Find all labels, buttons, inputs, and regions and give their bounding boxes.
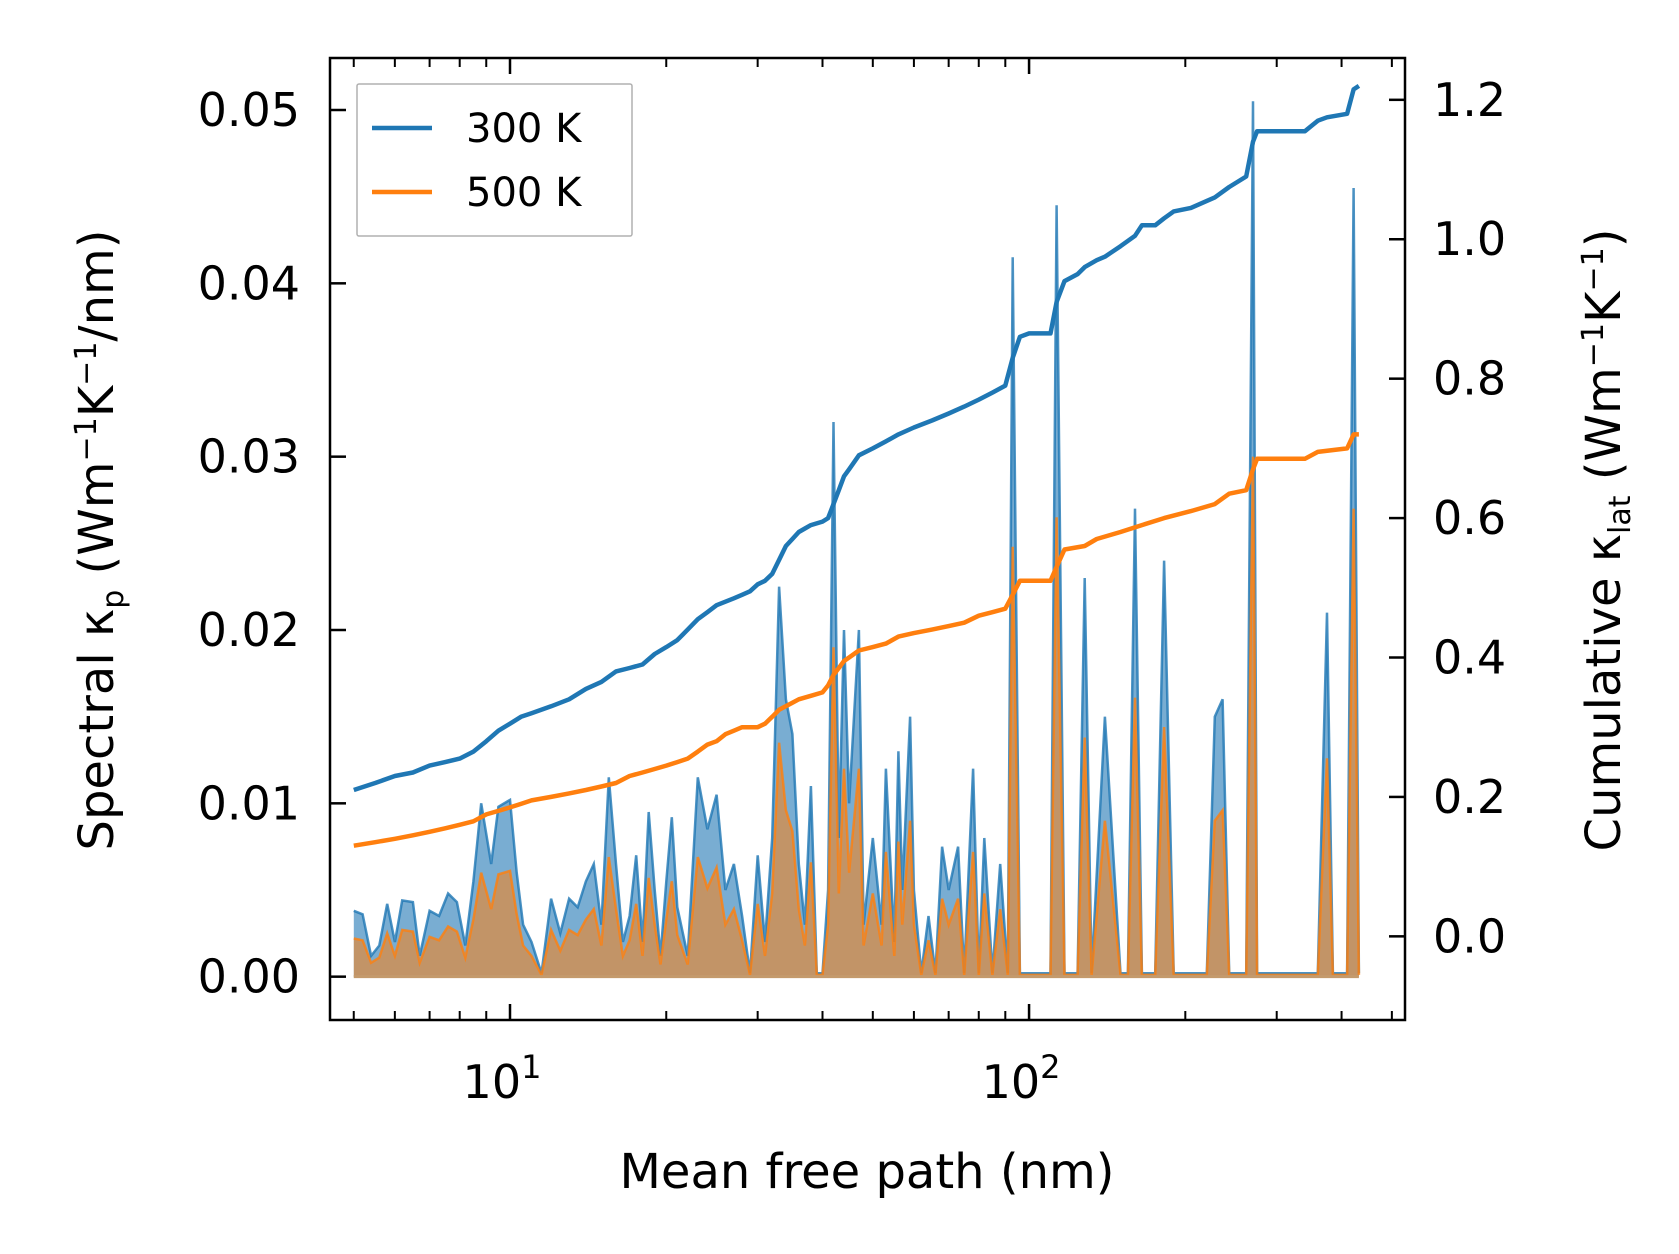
y-right-tick-label: 0.4 [1433,631,1506,685]
x-tick-label-base: 10 [982,1055,1041,1109]
y-right-unit-close: ) [1576,229,1632,248]
legend: 300 K 500 K [356,83,633,237]
x-tick-label-base: 10 [463,1055,522,1109]
series-layer [353,84,1361,979]
ticks-layer: 0.00 0.01 0.02 0.03 0.04 0.05 0.0 0.2 0.4 0.6 0.8 1… [198,58,1506,1109]
y-left-tick-label: 0.05 [198,83,300,137]
y-left-tick-label: 0.04 [198,256,300,310]
y-left-mid: K [69,384,125,417]
x-axis-title: Mean free path (nm) [620,1144,1115,1200]
y-axis-title-left: Spectral κp (Wm−1K−1/nm) [69,230,131,851]
legend-box [356,83,633,237]
y-left-sup1: −1 [69,417,104,461]
x-tick-label: 101 [463,1048,542,1109]
plot-frame [328,56,1407,1022]
y-right-tick-label: 1.0 [1433,212,1506,266]
y-left-tick-label: 0.01 [198,776,300,830]
legend-label-500k: 500 K [466,170,583,216]
spectral-area-500k [353,456,1359,977]
x-tick-label: 102 [982,1048,1061,1109]
y-left-tick-label: 0.00 [198,950,300,1004]
y-right-tick-label: 0.8 [1433,352,1506,406]
y-left-tick-label: 0.02 [198,603,300,657]
y-right-tick-label: 0.2 [1433,770,1506,824]
y-left-tick-label: 0.03 [198,430,300,484]
x-tick-label-exponent: 2 [1040,1048,1060,1086]
y-right-mid: K [1576,290,1632,323]
cumulative-line-500k [353,432,1359,848]
y-right-unit-open: (Wm [1576,367,1632,495]
y-axis-title-right: Cumulative κlat (Wm−1K−1) [1576,229,1638,852]
y-right-sub: lat [1603,495,1638,534]
y-right-tick-label: 0.6 [1433,491,1506,545]
spectral-line-300k [353,101,1361,975]
y-right-tick-label: 1.2 [1433,73,1506,127]
y-left-sub: p [96,590,131,609]
spectral-line-500k [353,456,1361,979]
y-right-sup2: −1 [1576,247,1611,291]
x-tick-label-exponent: 1 [521,1048,541,1086]
cumulative-line-300k [353,84,1361,793]
y-right-sup1: −1 [1576,323,1611,367]
y-left-main: Spectral κ [69,609,125,851]
y-left-sup2: −1 [69,342,104,386]
y-right-main: Cumulative κ [1576,534,1632,852]
y-left-unit-close: /nm) [69,230,125,342]
y-left-unit-open: (Wm [69,462,125,590]
legend-label-300k: 300 K [466,106,583,152]
y-right-tick-label: 0.0 [1433,909,1506,963]
